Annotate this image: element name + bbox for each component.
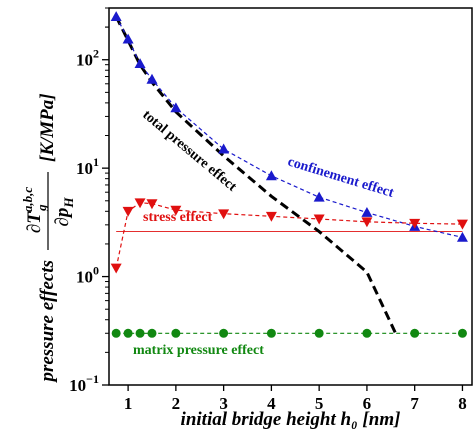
data-point xyxy=(123,328,133,338)
y-tick-label: 101 xyxy=(76,155,99,178)
data-point xyxy=(410,328,420,338)
data-point xyxy=(456,231,468,242)
data-point xyxy=(146,199,158,210)
y-label-prefix: pressure effects xyxy=(37,260,58,384)
data-point xyxy=(110,263,122,274)
y-axis-label: pressure effects ∂Ta,b,cg∂pH [K/MPa] xyxy=(20,93,76,383)
series-line xyxy=(114,15,397,334)
x-tick-label: 3 xyxy=(219,394,228,413)
data-point xyxy=(265,211,277,222)
data-point xyxy=(457,328,467,338)
data-point xyxy=(218,209,230,220)
data-point xyxy=(134,58,146,69)
data-point xyxy=(456,219,468,230)
data-point xyxy=(171,328,181,338)
data-point xyxy=(266,328,276,338)
annotation-matrix-pressure-effect: matrix pressure effect xyxy=(133,343,264,358)
series-layer xyxy=(110,11,468,338)
series-total-pressure-effect xyxy=(114,15,397,334)
y-label-numerator: ∂Ta,b,cg xyxy=(20,187,49,234)
plot-frame xyxy=(108,7,473,386)
data-point xyxy=(122,206,134,217)
x-axis-label: initial bridge height h₀ [nm] xyxy=(181,409,401,430)
y-label-unit: [K/MPa] xyxy=(37,93,58,162)
data-point xyxy=(362,328,372,338)
data-point xyxy=(409,218,421,229)
annotation-stress-effect: stress effect xyxy=(143,210,213,225)
series-line xyxy=(115,16,463,238)
x-tick-label: 5 xyxy=(315,394,324,413)
data-point xyxy=(122,33,134,44)
data-point xyxy=(361,217,373,228)
data-point xyxy=(313,191,325,202)
data-point xyxy=(110,11,122,21)
y-tick-label: 100 xyxy=(76,264,99,287)
data-point xyxy=(265,170,277,181)
x-tick-label: 7 xyxy=(410,394,419,413)
data-point xyxy=(111,328,121,338)
series-matrix-pressure-effect xyxy=(111,328,467,338)
x-tick-label: 8 xyxy=(458,394,467,413)
x-tick-label: 6 xyxy=(363,394,372,413)
data-point xyxy=(218,143,230,154)
data-point xyxy=(313,214,325,225)
x-tick-label: 2 xyxy=(172,394,181,413)
data-point xyxy=(134,198,146,209)
data-point xyxy=(170,205,182,216)
data-point xyxy=(135,328,145,338)
x-tick-label: 4 xyxy=(267,394,276,413)
data-point xyxy=(147,328,157,338)
data-point xyxy=(146,73,158,84)
series-confinement-effect xyxy=(110,11,468,242)
data-point xyxy=(170,102,182,113)
data-point xyxy=(314,328,324,338)
y-tick-label: 10−1 xyxy=(69,372,99,395)
y-tick-label: 102 xyxy=(76,47,99,70)
x-tick-label: 1 xyxy=(124,394,133,413)
axis-layer: 1 2 3 4 5 6 7 8 10−1 100 101 102 xyxy=(69,7,467,413)
y-label-denominator: ∂pH xyxy=(52,197,76,227)
data-point xyxy=(219,328,229,338)
series-stress-effect xyxy=(110,198,468,274)
data-point xyxy=(361,206,373,217)
